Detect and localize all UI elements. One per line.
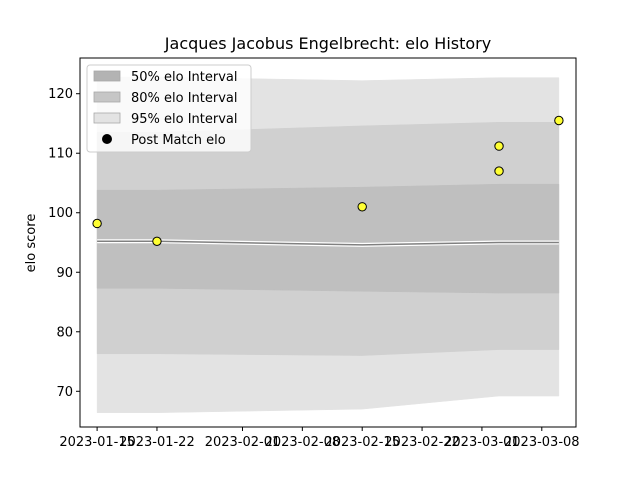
legend-marker-3 [102,134,112,144]
legend-swatch-0 [93,70,121,82]
y-tick-label-3: 100 [48,206,73,221]
post-match-point-4 [494,166,504,176]
legend-box [86,64,252,153]
x-tick-label-2: 2023-02-01 [205,435,281,450]
mean-line [97,240,559,246]
post-match-point-5 [554,115,564,126]
y-tick-label-1: 80 [56,325,73,340]
post-match-point-2 [357,202,367,212]
y-axis-label: elo score [24,214,39,273]
post-match-points [92,115,564,247]
x-tick-label-4: 2023-02-15 [324,435,400,450]
y-tick-label-4: 110 [48,147,73,162]
x-tick-label-6: 2023-03-01 [444,435,520,450]
legend-swatch-2 [93,112,121,124]
legend: 50% elo Interval 80% elo Interval 95% elo … [86,64,252,153]
x-tick-label-5: 2023-02-22 [384,435,460,450]
post-match-point-3 [494,141,504,151]
y-tick-label-5: 120 [48,87,73,102]
x-tick-label-3: 2023-02-08 [265,435,341,450]
x-tick-label-0: 2023-01-15 [59,435,135,450]
y-tick-label-2: 90 [56,266,73,281]
y-tick-label-0: 70 [56,385,73,400]
plot-frame [79,57,577,428]
legend-label-3: Post Match elo [131,133,226,148]
legend-label-0: 50% elo Interval [131,70,238,85]
x-tick-label-1: 2023-01-22 [119,435,195,450]
post-match-point-1 [152,236,162,247]
post-match-point-0 [92,218,102,229]
legend-label-2: 95% elo Interval [131,112,238,127]
x-tick-label-7: 2023-03-08 [504,435,580,450]
mean-line-layer [97,239,559,247]
interval-band-2 [96,183,560,294]
legend-swatch-1 [93,91,121,103]
chart-title: Jacques Jacobus Engelbrecht: elo History [164,34,491,53]
legend-label-1: 80% elo Interval [131,91,238,106]
